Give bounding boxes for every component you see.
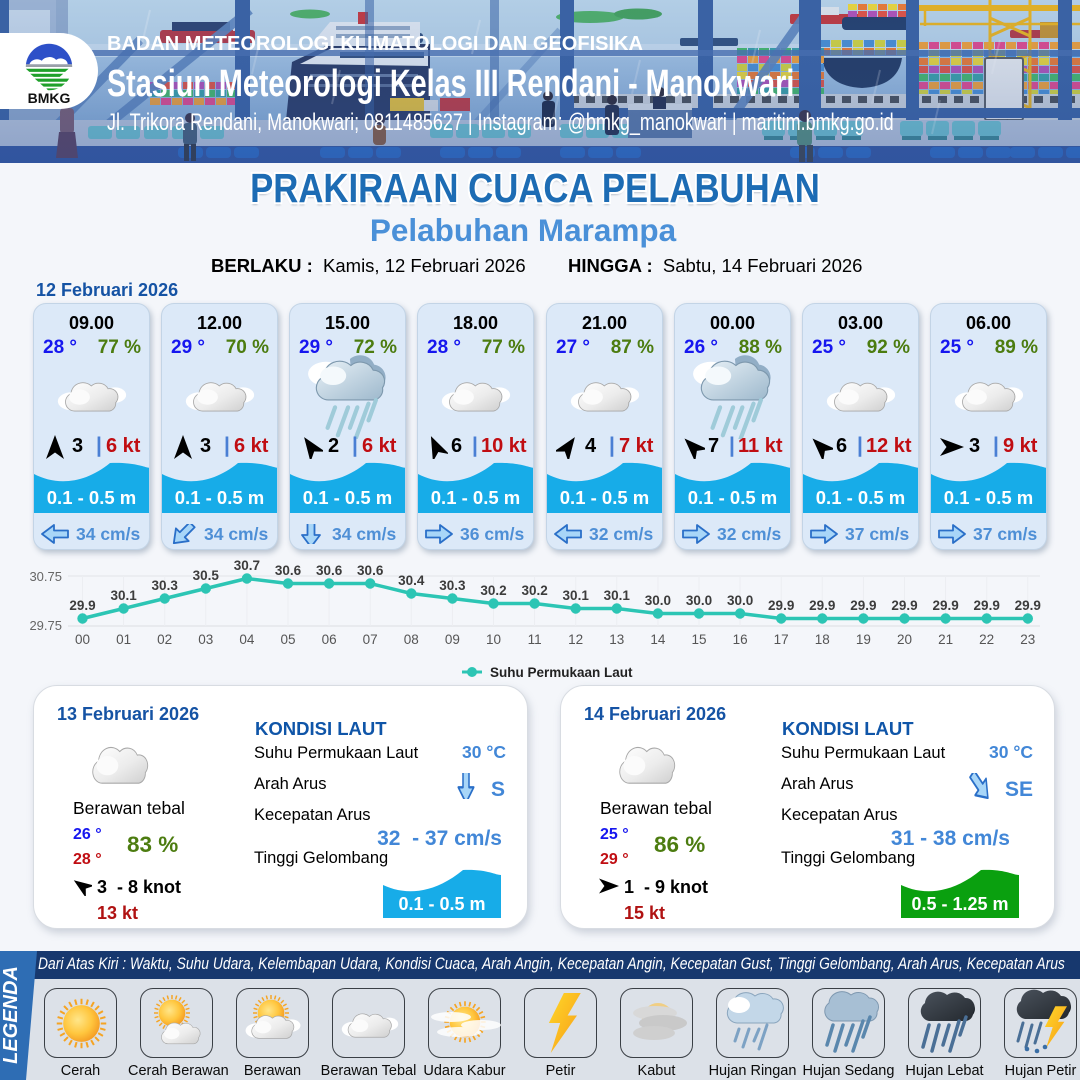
svg-text:30.4: 30.4 bbox=[398, 573, 425, 588]
svg-text:08: 08 bbox=[404, 632, 419, 647]
svg-text:01: 01 bbox=[116, 632, 131, 647]
svg-text:30.0: 30.0 bbox=[645, 593, 671, 608]
svg-text:02: 02 bbox=[157, 632, 172, 647]
svg-text:17: 17 bbox=[774, 632, 789, 647]
svg-text:07: 07 bbox=[363, 632, 378, 647]
svg-text:13: 13 bbox=[609, 632, 624, 647]
svg-text:19: 19 bbox=[856, 632, 871, 647]
svg-text:09: 09 bbox=[445, 632, 460, 647]
svg-text:29.75: 29.75 bbox=[29, 618, 62, 633]
svg-text:30.7: 30.7 bbox=[234, 560, 260, 573]
svg-text:29.9: 29.9 bbox=[1015, 598, 1041, 613]
svg-text:16: 16 bbox=[733, 632, 748, 647]
svg-text:29.9: 29.9 bbox=[850, 598, 876, 613]
svg-text:30.5: 30.5 bbox=[193, 568, 220, 583]
svg-text:14: 14 bbox=[650, 632, 666, 647]
svg-text:18: 18 bbox=[815, 632, 830, 647]
svg-text:06: 06 bbox=[322, 632, 337, 647]
svg-text:0.1 - 0.5 m: 0.1 - 0.5 m bbox=[398, 894, 485, 914]
svg-text:04: 04 bbox=[239, 632, 255, 647]
svg-text:LEGENDA: LEGENDA bbox=[0, 966, 22, 1064]
svg-text:30.3: 30.3 bbox=[152, 578, 179, 593]
svg-text:30.1: 30.1 bbox=[604, 588, 631, 603]
svg-text:12: 12 bbox=[568, 632, 583, 647]
svg-text:00: 00 bbox=[75, 632, 90, 647]
svg-text:30.2: 30.2 bbox=[480, 583, 506, 598]
svg-text:23: 23 bbox=[1020, 632, 1035, 647]
svg-text:29.9: 29.9 bbox=[932, 598, 958, 613]
svg-text:30.0: 30.0 bbox=[727, 593, 753, 608]
svg-text:03: 03 bbox=[198, 632, 213, 647]
svg-text:30.6: 30.6 bbox=[275, 563, 302, 578]
svg-text:29.9: 29.9 bbox=[69, 598, 95, 613]
svg-text:21: 21 bbox=[938, 632, 953, 647]
svg-text:30.3: 30.3 bbox=[439, 578, 466, 593]
svg-text:20: 20 bbox=[897, 632, 912, 647]
svg-text:29.9: 29.9 bbox=[974, 598, 1000, 613]
svg-text:29.9: 29.9 bbox=[809, 598, 835, 613]
svg-text:10: 10 bbox=[486, 632, 501, 647]
svg-text:30.1: 30.1 bbox=[110, 588, 137, 603]
svg-text:Suhu Permukaan Laut: Suhu Permukaan Laut bbox=[490, 665, 633, 680]
svg-text:05: 05 bbox=[280, 632, 295, 647]
svg-text:0.5 - 1.25 m: 0.5 - 1.25 m bbox=[911, 894, 1008, 914]
svg-text:30.75: 30.75 bbox=[29, 569, 62, 584]
svg-text:30.0: 30.0 bbox=[686, 593, 712, 608]
svg-text:29.9: 29.9 bbox=[768, 598, 794, 613]
svg-text:30.6: 30.6 bbox=[357, 563, 384, 578]
svg-text:11: 11 bbox=[528, 632, 542, 647]
svg-text:30.2: 30.2 bbox=[521, 583, 547, 598]
svg-text:30.6: 30.6 bbox=[316, 563, 343, 578]
svg-text:29.9: 29.9 bbox=[891, 598, 917, 613]
svg-text:15: 15 bbox=[691, 632, 706, 647]
svg-text:22: 22 bbox=[979, 632, 994, 647]
svg-text:30.1: 30.1 bbox=[563, 588, 590, 603]
